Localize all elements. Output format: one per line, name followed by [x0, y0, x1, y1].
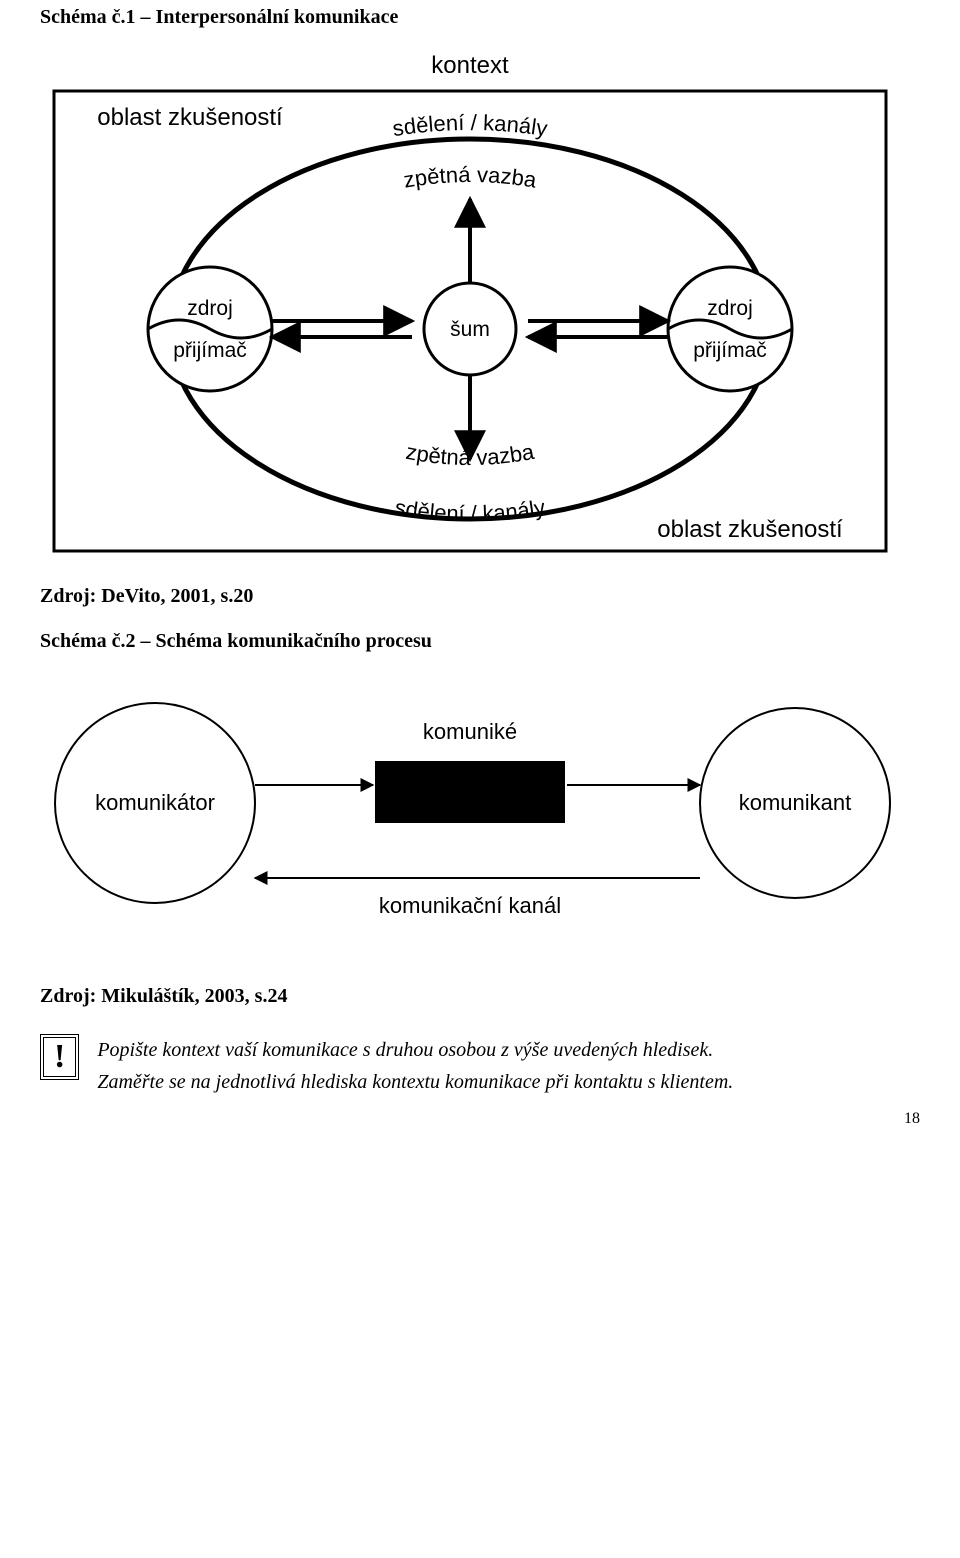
task-line-1: Popište kontext vaší komunikace s druhou… — [97, 1034, 733, 1066]
diagram-interpersonal: kontext oblast zkušeností oblast zkušenost… — [40, 39, 900, 569]
diagram-process: komunikátor komunikant komuniké komunikační… — [40, 673, 900, 973]
svg-text:kontext: kontext — [431, 52, 509, 79]
svg-text:zdroj: zdroj — [187, 297, 233, 320]
source-2: Zdroj: Mikuláštík, 2003, s.24 — [40, 985, 920, 1008]
svg-text:přijímač: přijímač — [693, 339, 767, 362]
attention-icon: ! — [40, 1034, 79, 1080]
svg-text:zdroj: zdroj — [707, 297, 753, 320]
svg-text:komuniké: komuniké — [423, 719, 517, 744]
svg-text:komunikátor: komunikátor — [95, 790, 215, 815]
svg-text:sdělení / kanály: sdělení / kanály — [393, 494, 547, 526]
page-number: 18 — [904, 1110, 920, 1128]
svg-text:přijímač: přijímač — [173, 339, 247, 362]
svg-text:komunikační kanál: komunikační kanál — [379, 893, 561, 918]
svg-text:oblast zkušeností: oblast zkušeností — [657, 516, 843, 543]
svg-text:oblast zkušeností: oblast zkušeností — [97, 104, 283, 131]
heading-schema-2: Schéma č.2 – Schéma komunikačního proces… — [40, 630, 920, 653]
heading-schema-1: Schéma č.1 – Interpersonální komunikace — [40, 6, 920, 29]
svg-text:šum: šum — [450, 318, 490, 341]
svg-text:komunikant: komunikant — [739, 790, 852, 815]
task-line-2: Zaměřte se na jednotlivá hlediska kontex… — [97, 1066, 733, 1098]
svg-text:zpětná vazba: zpětná vazba — [402, 162, 539, 193]
source-1: Zdroj: DeVito, 2001, s.20 — [40, 585, 920, 608]
